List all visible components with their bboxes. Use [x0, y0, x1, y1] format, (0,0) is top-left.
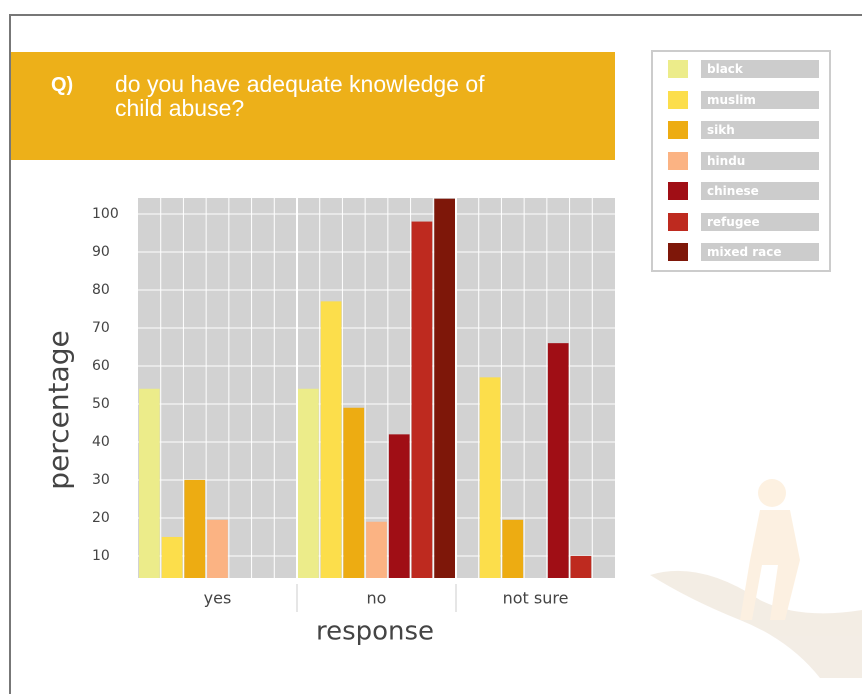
page: Q) do you have adequate knowledge of chi… — [9, 14, 862, 694]
x-tick-label: yes — [204, 589, 232, 608]
y-tick-label: 10 — [92, 548, 110, 564]
title-banner: Q) do you have adequate knowledge of chi… — [11, 52, 615, 160]
chart: percentage response 10 20 30 40 50 60 70 80 90 10… — [42, 198, 862, 678]
y-tick-label: 80 — [92, 282, 110, 298]
legend-label: black — [701, 60, 819, 78]
legend-label: refugee — [701, 212, 819, 231]
y-tick-label: 70 — [92, 320, 110, 336]
bar — [479, 377, 501, 578]
bar — [320, 301, 342, 578]
legend-entry: hindu — [668, 151, 820, 170]
bar — [184, 479, 206, 578]
bar — [547, 343, 569, 578]
bar — [366, 521, 387, 578]
legend-entry: mixed race — [668, 243, 820, 261]
legend-entry: black — [668, 60, 820, 78]
bar — [388, 434, 410, 578]
bar — [570, 555, 592, 578]
bar — [343, 407, 365, 578]
y-tick-label: 20 — [92, 510, 110, 526]
bar — [161, 536, 183, 578]
chart-title: do you have adequate knowledge of child … — [115, 71, 485, 121]
legend-swatch — [668, 243, 688, 261]
legend-swatch — [668, 60, 688, 78]
y-axis-title: percentage — [42, 330, 75, 489]
legend-swatch — [668, 212, 688, 231]
legend-swatch — [668, 90, 688, 109]
bar — [411, 221, 433, 578]
legend-swatch — [668, 182, 688, 200]
bar — [207, 519, 228, 578]
legend-label: sikh — [701, 121, 819, 139]
x-axis-title: response — [316, 617, 434, 647]
bar — [139, 388, 160, 578]
legend-label: mixed race — [701, 243, 819, 261]
y-tick-label: 50 — [92, 396, 110, 412]
legend-entry: muslim — [668, 90, 820, 109]
bar — [434, 198, 455, 578]
legend-label: muslim — [701, 90, 819, 109]
legend-swatch — [668, 151, 688, 170]
bar — [502, 519, 524, 578]
legend-entry: refugee — [668, 212, 820, 231]
legend-swatch — [668, 121, 688, 139]
y-tick-label: 40 — [92, 434, 110, 450]
bar — [298, 388, 319, 578]
figure-head — [758, 479, 786, 507]
plot-background — [138, 198, 615, 578]
question-prefix: Q) — [51, 74, 74, 96]
legend-entry: sikh — [668, 121, 820, 139]
legend-label: hindu — [701, 151, 819, 170]
decoration — [650, 479, 862, 678]
y-tick-label: 90 — [92, 244, 110, 260]
frame — [9, 14, 862, 694]
figure-body — [740, 510, 800, 620]
x-tick-label: not sure — [503, 589, 569, 608]
x-tick-label: no — [367, 589, 387, 608]
legend: black muslim sikh hindu chinese refugee mixed … — [651, 50, 831, 272]
legend-label: chinese — [701, 182, 819, 200]
y-tick-label: 60 — [92, 358, 110, 374]
shadow — [650, 570, 862, 678]
y-tick-label: 30 — [92, 472, 110, 488]
y-tick-label: 100 — [92, 206, 119, 222]
legend-entry: chinese — [668, 182, 820, 200]
